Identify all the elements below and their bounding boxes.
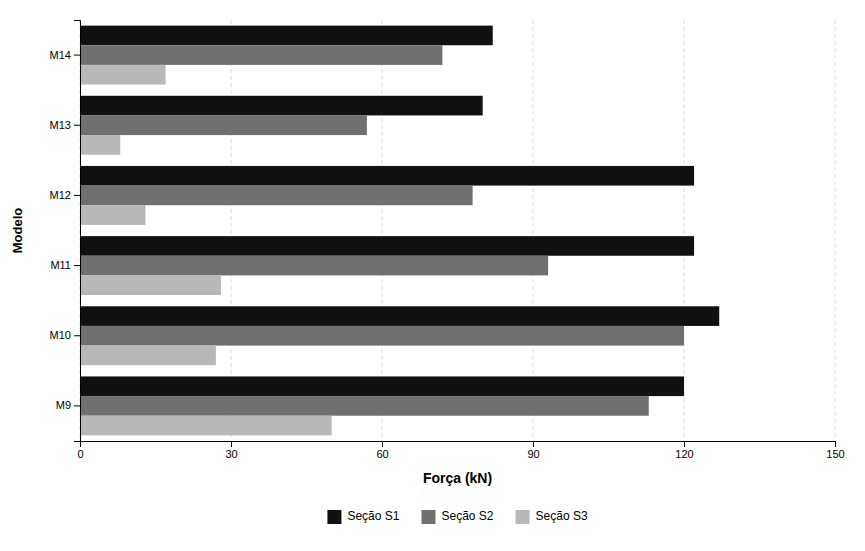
tick-mark [684,441,685,447]
axis-domain [74,21,81,442]
grid-line [835,20,836,441]
bar [80,26,493,46]
bar [80,376,684,396]
tick-label: 0 [77,448,83,460]
bar [80,275,221,295]
x-tick: 90 [527,441,539,460]
y-tick: M11 [50,259,80,271]
tick-mark [231,441,232,447]
legend: Seção S1 Seção S2 Seção S3 [327,509,587,524]
legend-item: Seção S3 [516,509,588,524]
x-axis: 0 30 60 90 120 150 [77,441,844,460]
bar-series [80,45,684,415]
bar-series [80,26,719,396]
tick-label: M11 [50,259,71,271]
x-tick: 150 [826,441,844,460]
x-tick: 60 [376,441,388,460]
tick-label: 60 [376,448,388,460]
bar [80,65,166,85]
bar [80,396,649,416]
tick-label: 30 [225,448,237,460]
tick-label: M9 [56,399,71,411]
chart-container: 0 30 60 90 120 150 M9 M10 M11 M12 M13 M14 Força (kN)… [0,0,865,551]
legend-item: Seção S1 [327,509,399,524]
chart-svg: 0 30 60 90 120 150 M9 M10 M11 M12 M13 M14 Força (kN)… [0,0,865,551]
bar [80,166,694,186]
legend-swatch [421,510,435,524]
y-axis: M9 M10 M11 M12 M13 M14 [50,21,81,442]
tick-mark [74,335,80,336]
tick-mark [382,441,383,447]
tick-label: M10 [50,329,71,341]
y-tick: M13 [50,119,80,131]
legend-label: Seção S2 [441,509,493,523]
bar [80,416,332,436]
tick-mark [74,405,80,406]
bar [80,205,145,225]
tick-label: 90 [527,448,539,460]
tick-mark [74,195,80,196]
y-tick: M12 [50,189,80,201]
legend-label: Seção S3 [536,509,588,523]
tick-mark [835,441,836,447]
tick-mark [74,125,80,126]
bar [80,326,684,346]
bar [80,346,216,366]
tick-mark [74,265,80,266]
bar-series [80,65,332,435]
legend-swatch [327,510,341,524]
bar [80,306,719,326]
bar [80,236,694,256]
x-axis-title: Força (kN) [423,470,492,486]
tick-label: M13 [50,119,71,131]
x-tick: 30 [225,441,237,460]
y-tick: M9 [56,399,80,411]
tick-label: 150 [826,448,844,460]
legend-label: Seção S1 [347,509,399,523]
y-tick: M14 [50,49,80,61]
plot-area: 0 30 60 90 120 150 M9 M10 M11 M12 M13 M14 [50,20,845,460]
tick-label: 120 [675,448,693,460]
grid [80,20,835,441]
axis-domain [81,442,836,448]
y-axis-title: Modelo [10,208,25,254]
legend-item: Seção S2 [421,509,493,524]
bar [80,135,120,155]
tick-label: M14 [50,49,71,61]
tick-label: M12 [50,189,71,201]
x-tick: 120 [675,441,693,460]
bar [80,115,367,135]
legend-swatch [516,510,530,524]
bar [80,45,442,65]
bar [80,186,473,206]
tick-mark [74,55,80,56]
y-tick: M10 [50,329,80,341]
tick-mark [533,441,534,447]
bars [80,26,719,436]
bar [80,96,483,116]
bar [80,256,548,276]
x-tick: 0 [77,441,83,460]
